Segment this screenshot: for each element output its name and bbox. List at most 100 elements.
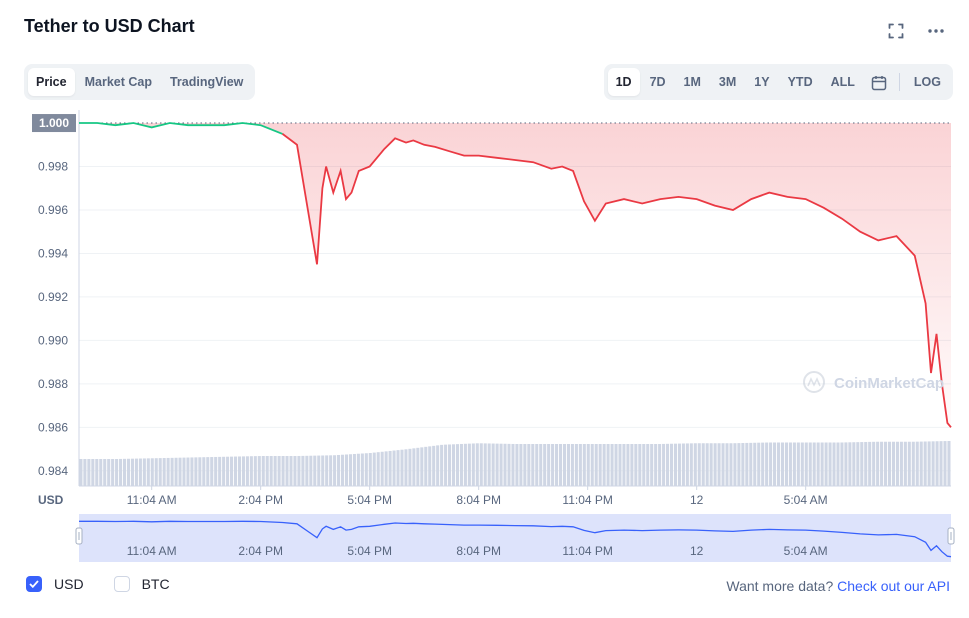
tab-market-cap[interactable]: Market Cap bbox=[84, 75, 152, 89]
price-area-fill bbox=[79, 123, 951, 428]
volume-bar bbox=[677, 443, 681, 486]
volume-bar bbox=[289, 456, 293, 486]
y-tick-label: 0.994 bbox=[38, 246, 68, 260]
range-1y[interactable]: 1Y bbox=[754, 75, 770, 89]
volume-bar bbox=[899, 441, 903, 486]
volume-bar bbox=[658, 444, 662, 486]
volume-bar bbox=[578, 444, 582, 486]
y-tick-label: 0.986 bbox=[38, 420, 68, 434]
more-data-text: Want more data? bbox=[726, 578, 834, 594]
volume-bar bbox=[915, 441, 919, 486]
volume-bar bbox=[134, 458, 138, 486]
volume-bar bbox=[503, 443, 507, 486]
volume-bar bbox=[436, 445, 440, 486]
volume-bar bbox=[519, 444, 523, 486]
volume-bar bbox=[868, 441, 872, 486]
volume-bar bbox=[186, 457, 190, 486]
range-7d[interactable]: 7D bbox=[649, 75, 666, 89]
volume-bar bbox=[796, 442, 800, 486]
volume-bar bbox=[317, 455, 321, 486]
navigator-tick-label: 12 bbox=[690, 544, 704, 558]
volume-bar bbox=[642, 444, 646, 486]
volume-bar bbox=[717, 443, 721, 486]
price-chart[interactable]: 0.998 0.996 0.994 0.992 0.990 0.988 0.986 0.984… bbox=[0, 110, 969, 570]
calendar-button[interactable] bbox=[865, 68, 893, 96]
volume-bar bbox=[832, 442, 836, 486]
volume-bar bbox=[638, 444, 642, 486]
volume-bar bbox=[535, 444, 539, 486]
volume-bar bbox=[693, 443, 697, 486]
volume-bar bbox=[265, 456, 269, 486]
volume-bar bbox=[107, 459, 111, 486]
volume-bar bbox=[927, 441, 931, 486]
volume-bar bbox=[479, 443, 483, 486]
volume-bar bbox=[681, 443, 685, 486]
usd-checkbox[interactable] bbox=[26, 576, 42, 592]
y-tick-label: 0.996 bbox=[38, 203, 68, 217]
top-toolbar bbox=[887, 22, 945, 40]
volume-bar bbox=[123, 458, 127, 486]
api-link[interactable]: Check out our API bbox=[837, 578, 950, 594]
volume-bar bbox=[713, 443, 717, 486]
volume-bar bbox=[555, 444, 559, 486]
navigator-tick-label: 11:04 PM bbox=[562, 544, 612, 558]
volume-bar bbox=[673, 443, 678, 486]
volume-bar bbox=[404, 449, 408, 486]
volume-bar bbox=[590, 444, 594, 486]
volume-bar bbox=[697, 443, 701, 486]
volume-bar bbox=[562, 444, 567, 486]
volume-bar bbox=[432, 445, 436, 486]
volume-bar bbox=[471, 443, 475, 486]
volume-bar bbox=[198, 457, 202, 486]
volume-bar bbox=[356, 453, 360, 486]
range-1d[interactable]: 1D bbox=[607, 68, 640, 96]
more-dots-icon[interactable] bbox=[927, 22, 945, 40]
watermark-text: CoinMarketCap bbox=[834, 375, 944, 392]
view-tabs: Price Market Cap TradingView bbox=[24, 64, 256, 100]
volume-bar bbox=[812, 442, 816, 486]
volume-bar bbox=[420, 447, 424, 486]
volume-bar bbox=[483, 443, 487, 486]
volume-bar bbox=[606, 444, 610, 486]
volume-bar bbox=[622, 444, 626, 486]
log-scale-button[interactable]: LOG bbox=[913, 75, 941, 89]
volume-bar bbox=[725, 443, 729, 486]
volume-bar bbox=[515, 444, 519, 486]
volume-bar bbox=[741, 443, 745, 486]
volume-bar bbox=[884, 441, 888, 486]
volume-bar bbox=[325, 455, 329, 486]
volume-bar bbox=[241, 456, 245, 486]
tab-price[interactable]: Price bbox=[28, 68, 75, 96]
current-price-label: 1.000 bbox=[39, 116, 69, 130]
x-tick-label: 12 bbox=[690, 493, 704, 507]
volume-bar bbox=[329, 455, 333, 486]
price-line-down bbox=[281, 133, 952, 428]
range-3m[interactable]: 3M bbox=[718, 75, 737, 89]
navigator-line bbox=[79, 520, 952, 558]
volume-bar bbox=[669, 443, 674, 486]
fullscreen-icon[interactable] bbox=[887, 22, 905, 40]
range-all[interactable]: ALL bbox=[830, 75, 855, 89]
volume-bar bbox=[491, 443, 495, 486]
volume-bar bbox=[709, 443, 713, 486]
volume-bar bbox=[95, 459, 99, 486]
volume-bar bbox=[570, 444, 574, 486]
volume-bar bbox=[828, 442, 832, 486]
volume-bar bbox=[919, 441, 923, 486]
volume-bar bbox=[634, 444, 638, 486]
btc-checkbox[interactable] bbox=[113, 576, 130, 592]
tab-tradingview[interactable]: TradingView bbox=[169, 75, 244, 89]
range-ytd[interactable]: YTD bbox=[787, 75, 813, 89]
volume-bar bbox=[337, 454, 341, 486]
volume-bar bbox=[765, 442, 769, 486]
volume-bar bbox=[396, 450, 400, 486]
range-1m[interactable]: 1M bbox=[683, 75, 701, 89]
volume-bar bbox=[626, 444, 630, 486]
volume-bar bbox=[499, 443, 503, 486]
volume-bar bbox=[804, 442, 808, 486]
coinmarketcap-logo-icon bbox=[803, 371, 825, 393]
navigator-tick-label: 5:04 AM bbox=[784, 544, 828, 558]
volume-bar bbox=[277, 456, 281, 486]
volume-bar bbox=[523, 444, 527, 486]
volume-bar bbox=[947, 441, 951, 486]
